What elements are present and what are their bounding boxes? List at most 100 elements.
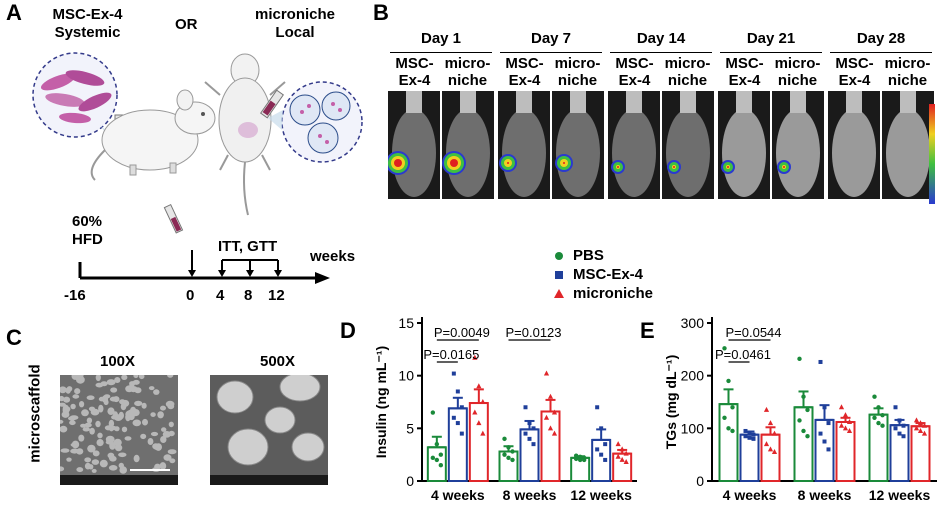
timeline-tick: -16 bbox=[64, 287, 86, 304]
microsphere bbox=[60, 419, 64, 424]
data-point bbox=[527, 436, 532, 441]
day-underline bbox=[720, 52, 822, 53]
signal-core bbox=[394, 159, 402, 167]
data-point bbox=[577, 454, 583, 459]
data-point bbox=[872, 394, 877, 399]
microsphere bbox=[84, 457, 92, 463]
microniche-illustration bbox=[281, 81, 363, 163]
microsphere bbox=[132, 419, 142, 427]
p-value-label: P=0.0123 bbox=[505, 325, 561, 340]
nose-cone bbox=[846, 91, 862, 113]
microsphere bbox=[118, 452, 127, 458]
data-point bbox=[472, 354, 478, 360]
ivis-mouse-image bbox=[662, 91, 714, 199]
nose-cone bbox=[516, 91, 532, 113]
microsphere bbox=[71, 375, 80, 380]
group-label-line: niche bbox=[777, 72, 818, 89]
microsphere bbox=[108, 465, 118, 471]
panel-label-b: B bbox=[373, 0, 389, 25]
microsphere bbox=[159, 462, 167, 470]
microsphere bbox=[121, 426, 128, 433]
microsphere bbox=[148, 386, 155, 391]
data-point bbox=[581, 457, 587, 463]
signal-core bbox=[617, 166, 619, 168]
microsphere bbox=[66, 457, 72, 462]
data-point bbox=[901, 423, 906, 428]
nose-cone bbox=[900, 91, 916, 113]
mouse-body bbox=[776, 109, 820, 197]
y-tick-label: 100 bbox=[681, 420, 705, 436]
microsphere bbox=[60, 425, 68, 433]
data-point bbox=[872, 415, 877, 420]
legend-label: MSC-Ex-4 bbox=[573, 266, 644, 283]
legend-label: PBS bbox=[573, 247, 604, 264]
microsphere bbox=[121, 399, 130, 407]
microsphere bbox=[138, 375, 145, 380]
microsphere bbox=[89, 427, 95, 435]
microsphere bbox=[84, 462, 91, 470]
microsphere bbox=[60, 466, 65, 472]
triangle-marker-icon bbox=[554, 288, 564, 298]
hfd-line1: 60% bbox=[72, 213, 103, 230]
microsphere bbox=[68, 416, 76, 421]
data-point bbox=[726, 378, 731, 384]
bar bbox=[793, 406, 814, 482]
day-column: Day 1 MSC- Ex-4 micro-niche bbox=[388, 30, 494, 199]
weeks-label: weeks bbox=[310, 248, 356, 265]
data-point bbox=[502, 436, 507, 442]
microsphere bbox=[161, 427, 167, 432]
data-point bbox=[880, 412, 885, 418]
legend-label: microniche bbox=[573, 285, 654, 302]
ivis-image-pair bbox=[388, 91, 494, 199]
microsphere bbox=[74, 388, 81, 395]
microsphere bbox=[168, 421, 174, 428]
group-label-line: niche bbox=[887, 72, 928, 89]
mouse-body bbox=[832, 109, 876, 197]
group-label-line: Ex-4 bbox=[508, 72, 541, 89]
microsphere bbox=[99, 459, 108, 468]
mouse-body bbox=[502, 109, 546, 197]
y-tick-label: 15 bbox=[398, 315, 414, 331]
data-point bbox=[599, 426, 604, 431]
data-point bbox=[523, 405, 528, 410]
data-point bbox=[619, 446, 625, 452]
hfd-label: 60% HFD bbox=[72, 213, 103, 249]
mouse-body bbox=[722, 109, 766, 197]
bar bbox=[760, 433, 781, 483]
group-labels: MSC- Ex-4 micro-niche bbox=[608, 55, 714, 89]
microsphere bbox=[160, 405, 166, 411]
microsphere bbox=[129, 410, 138, 416]
microsphere bbox=[63, 396, 71, 403]
data-point bbox=[438, 463, 444, 468]
tgs-chart: 0 100 200 300 TGs (mg dL⁻¹) 4 weeks 8 weeks 12 … bbox=[663, 315, 937, 503]
microsphere bbox=[65, 387, 71, 394]
data-point bbox=[797, 356, 802, 362]
data-point bbox=[459, 405, 464, 410]
day-column: Day 28 MSC- Ex-4 micro-niche bbox=[828, 30, 934, 199]
data-point bbox=[722, 415, 727, 420]
mouse-body bbox=[612, 109, 656, 197]
bar bbox=[718, 403, 739, 482]
group-label-line: MSC- bbox=[615, 55, 654, 72]
group-label-line: niche bbox=[447, 72, 488, 89]
data-point bbox=[846, 427, 853, 433]
bar bbox=[910, 425, 931, 483]
mouse-top-icon bbox=[204, 53, 286, 216]
data-point bbox=[901, 434, 906, 439]
bar bbox=[540, 410, 561, 482]
bar bbox=[739, 433, 760, 483]
microsphere bbox=[163, 454, 172, 461]
data-point bbox=[547, 393, 554, 399]
square-marker-icon bbox=[555, 270, 563, 279]
data-point bbox=[595, 405, 600, 410]
microsphere bbox=[109, 396, 118, 402]
data-point bbox=[527, 421, 532, 426]
microsphere bbox=[165, 400, 175, 408]
data-point bbox=[818, 359, 823, 364]
nose-cone bbox=[570, 91, 586, 113]
microsphere bbox=[69, 420, 76, 426]
data-point bbox=[730, 428, 735, 434]
data-point bbox=[751, 436, 756, 441]
microsphere bbox=[98, 404, 104, 413]
data-point bbox=[767, 446, 774, 452]
